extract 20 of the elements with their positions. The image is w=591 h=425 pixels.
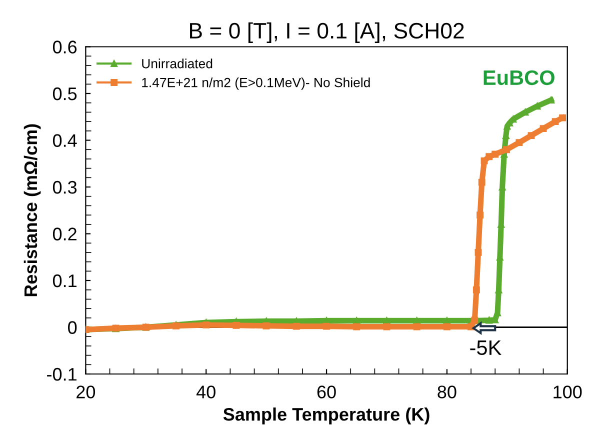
x-tick-label: 80 — [438, 386, 456, 398]
y-tick-label: 0.6 — [52, 40, 77, 54]
legend-label: Unirradiated — [142, 58, 212, 68]
y-tick-label: -0.1 — [47, 368, 76, 381]
y-axis-title: Resistance (mΩ/cm) — [24, 124, 41, 296]
annotation: -5K — [470, 340, 502, 356]
x-tick-label: 40 — [196, 386, 216, 398]
x-tick-label: 100 — [554, 386, 582, 398]
y-tick-label: 0.1 — [52, 274, 76, 288]
legend-label: 1.47E+21 n/m2 (E>0.1MeV)- No Shield — [142, 78, 370, 90]
annotation: EuBCO — [484, 70, 554, 86]
y-tick-label: 0.4 — [52, 134, 77, 147]
y-tick-label: 0 — [68, 321, 77, 334]
y-tick-label: 0.2 — [52, 228, 76, 240]
x-axis-title: Sample Temperature (K) — [223, 408, 430, 424]
x-tick-label: 60 — [317, 386, 336, 398]
x-tick-label: 20 — [76, 386, 96, 398]
y-tick-label: 0.3 — [52, 180, 77, 194]
chart-title: B = 0 [T], I = 0.1 [A], SCH02 — [190, 22, 464, 44]
y-tick-label: 0.5 — [52, 87, 77, 100]
